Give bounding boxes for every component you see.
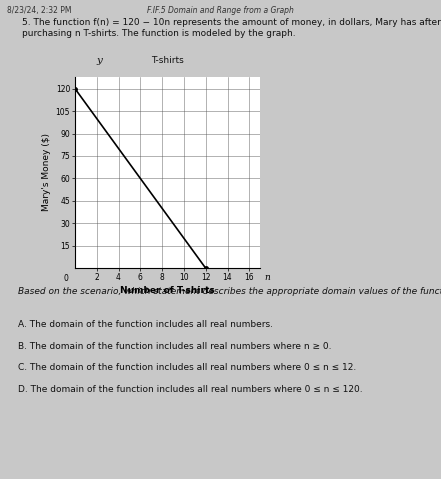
Text: A. The domain of the function includes all real numbers.: A. The domain of the function includes a… [18,320,273,329]
Text: n: n [265,273,270,282]
Text: purchasing n T-shirts. The function is modeled by the graph.: purchasing n T-shirts. The function is m… [22,29,295,38]
Text: y: y [96,56,102,65]
Text: 0: 0 [64,274,69,283]
Text: 8/23/24, 2:32 PM: 8/23/24, 2:32 PM [7,6,71,15]
Text: D. The domain of the function includes all real numbers where 0 ≤ n ≤ 120.: D. The domain of the function includes a… [18,385,362,394]
Y-axis label: Mary's Money ($): Mary's Money ($) [42,134,52,211]
Text: B. The domain of the function includes all real numbers where n ≥ 0.: B. The domain of the function includes a… [18,342,331,351]
Text: T-shirts: T-shirts [151,56,184,65]
Text: 5. The function f(n) = 120 − 10n represents the amount of money, in dollars, Mar: 5. The function f(n) = 120 − 10n represe… [22,18,441,27]
Text: F.IF.5 Domain and Range from a Graph: F.IF.5 Domain and Range from a Graph [147,6,294,15]
X-axis label: Number of T-shirts: Number of T-shirts [120,286,215,295]
Text: Based on the scenario, which statement describes the appropriate domain values o: Based on the scenario, which statement d… [18,287,441,297]
Text: C. The domain of the function includes all real numbers where 0 ≤ n ≤ 12.: C. The domain of the function includes a… [18,363,356,372]
